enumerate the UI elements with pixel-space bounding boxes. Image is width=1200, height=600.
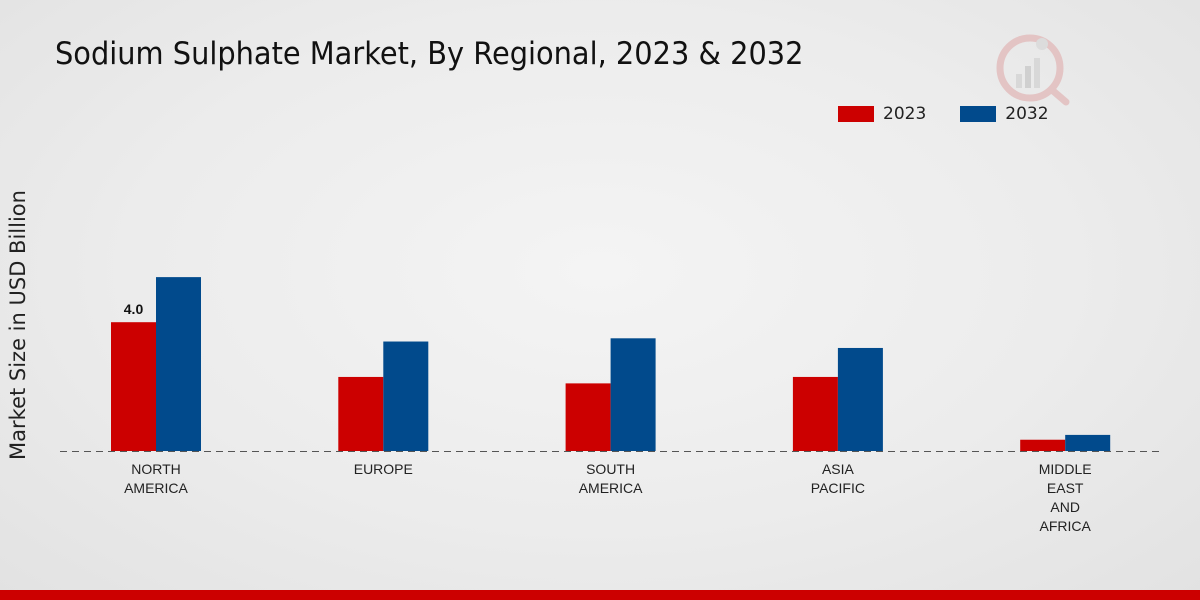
bar-2023-asia-pacific[interactable]: [792, 376, 838, 451]
legend-swatch-2032: [960, 106, 997, 122]
bottom-accent-bar: [0, 590, 1200, 600]
x-tick-label-south-america: SOUTH AMERICA: [579, 461, 643, 496]
bar-2032-europe[interactable]: [383, 341, 429, 451]
legend-swatch-2023: [838, 106, 874, 122]
legend-item-2032[interactable]: 2032: [960, 104, 1049, 124]
bar-2032-middle-east-and-africa[interactable]: [1065, 434, 1111, 451]
legend-label-2023: 2023: [883, 104, 927, 124]
bar-2023-middle-east-and-africa[interactable]: [1020, 439, 1066, 451]
legend-item-2023[interactable]: 2023: [838, 104, 926, 124]
chart-legend: 2023 2032: [838, 104, 1083, 124]
bar-2032-south-america[interactable]: [610, 338, 656, 451]
chart-title: Sodium Sulphate Market, By Regional, 202…: [55, 36, 804, 72]
data-label-2023-north-america: 4.0: [124, 301, 144, 317]
brand-logo-icon: [992, 30, 1072, 110]
x-tick-label-middle-east-and-africa: MIDDLE EAST AND AFRICA: [1039, 461, 1092, 534]
x-tick-label-europe: EUROPE: [354, 461, 413, 477]
bar-2023-north-america[interactable]: [111, 322, 156, 451]
x-tick-label-north-america: NORTH AMERICA: [124, 461, 188, 496]
bar-2032-asia-pacific[interactable]: [837, 347, 883, 451]
bar-2032-north-america[interactable]: [156, 277, 201, 451]
bar-2023-south-america[interactable]: [565, 383, 611, 451]
x-tick-label-asia-pacific: ASIA PACIFIC: [811, 461, 865, 496]
bar-2023-europe[interactable]: [338, 376, 384, 451]
legend-label-2032: 2032: [1005, 104, 1049, 124]
